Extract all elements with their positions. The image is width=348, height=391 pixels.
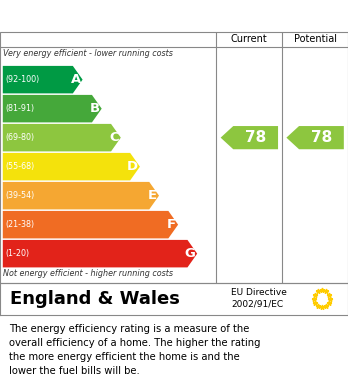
Polygon shape bbox=[3, 182, 159, 210]
Text: (39-54): (39-54) bbox=[6, 191, 35, 200]
Text: (1-20): (1-20) bbox=[6, 249, 30, 258]
Text: B: B bbox=[90, 102, 100, 115]
Text: EU Directive: EU Directive bbox=[231, 289, 287, 298]
Polygon shape bbox=[3, 124, 121, 151]
Text: E: E bbox=[148, 189, 157, 202]
Text: (21-38): (21-38) bbox=[6, 220, 35, 229]
Text: (69-80): (69-80) bbox=[6, 133, 35, 142]
Polygon shape bbox=[3, 211, 178, 239]
Polygon shape bbox=[3, 95, 102, 122]
Text: (81-91): (81-91) bbox=[6, 104, 35, 113]
Text: A: A bbox=[71, 73, 81, 86]
Text: England & Wales: England & Wales bbox=[10, 290, 180, 308]
Text: (55-68): (55-68) bbox=[6, 162, 35, 171]
Text: F: F bbox=[167, 218, 176, 231]
Text: G: G bbox=[184, 247, 196, 260]
Polygon shape bbox=[3, 153, 140, 180]
Text: C: C bbox=[109, 131, 119, 144]
Text: (92-100): (92-100) bbox=[6, 75, 40, 84]
Polygon shape bbox=[3, 240, 197, 267]
Polygon shape bbox=[286, 126, 344, 149]
Text: Not energy efficient - higher running costs: Not energy efficient - higher running co… bbox=[3, 269, 174, 278]
Text: Current: Current bbox=[231, 34, 268, 44]
Text: Very energy efficient - lower running costs: Very energy efficient - lower running co… bbox=[3, 49, 173, 58]
Text: 2002/91/EC: 2002/91/EC bbox=[231, 300, 284, 309]
Polygon shape bbox=[221, 126, 278, 149]
Text: 78: 78 bbox=[311, 130, 332, 145]
Text: The energy efficiency rating is a measure of the
overall efficiency of a home. T: The energy efficiency rating is a measur… bbox=[9, 324, 260, 376]
Text: Energy Efficiency Rating: Energy Efficiency Rating bbox=[10, 9, 232, 23]
Text: D: D bbox=[127, 160, 138, 173]
Polygon shape bbox=[3, 66, 82, 93]
Text: 78: 78 bbox=[245, 130, 266, 145]
Text: Potential: Potential bbox=[294, 34, 337, 44]
